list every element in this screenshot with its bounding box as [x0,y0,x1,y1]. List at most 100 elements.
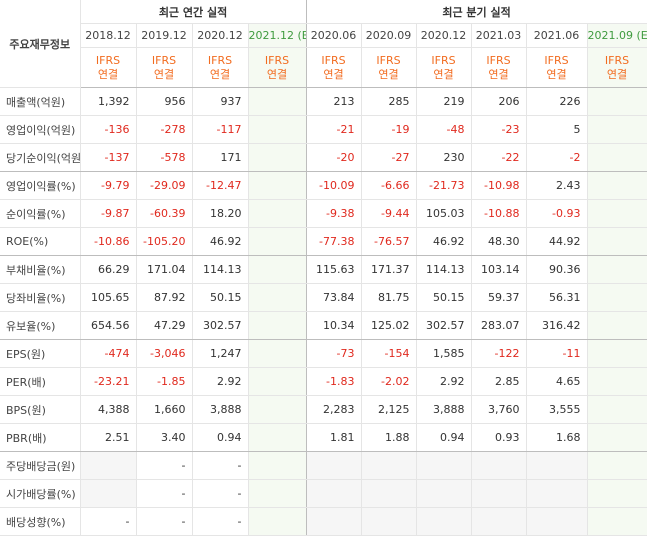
row-label: 영업이익률(%) [0,171,81,200]
value-cell: 114.13 [192,255,249,284]
basis-line: 연결 [323,67,344,81]
row-label: 유보율(%) [0,311,81,340]
value-cell: 285 [361,87,417,116]
empty-cell [471,451,527,480]
value-cell: 219 [416,87,472,116]
empty-cell [248,507,307,536]
empty-cell [80,479,137,508]
empty-cell [587,395,647,424]
row-label: 주당배당금(원) [0,451,81,480]
basis-line: IFRS [544,53,569,67]
data-row: BPS(원) 4,388 1,660 3,888 2,283 2,125 3,888 3,76… [0,395,647,424]
data-row: 부채비율(%) 66.29 171.04 114.13 115.63 171.37 114.… [0,255,647,284]
value-cell: - [136,451,193,480]
value-cell: -23 [471,115,527,144]
data-row: 영업이익률(%) -9.79 -29.09 -12.47 -10.09 -6.66 -21.… [0,171,647,200]
empty-cell [416,479,472,508]
basis-line: 연결 [209,67,231,81]
empty-cell [80,451,137,480]
value-cell: -105.20 [136,227,193,256]
value-cell: 1,247 [192,339,249,368]
value-cell: 3,888 [416,395,472,424]
row-label: 당기순이익(억원) [0,143,81,172]
value-cell: 302.57 [416,311,472,340]
value-cell: 2.51 [80,423,137,452]
value-cell: 125.02 [361,311,417,340]
basis-line: 연결 [433,67,454,81]
value-cell: 59.37 [471,283,527,312]
data-row: 영업이익(억원) -136 -278 -117 -21 -19 -48 -23 5 [0,115,647,144]
value-cell: 105.03 [416,199,472,228]
value-cell: -0.93 [526,199,588,228]
empty-cell [587,171,647,200]
basis-line: 연결 [546,67,567,81]
empty-cell [587,311,647,340]
value-cell: 5 [526,115,588,144]
empty-cell [587,451,647,480]
value-cell: 50.15 [192,283,249,312]
table-body: 매출액(억원) 1,392 956 937 213 285 219 206 226 영업이익(억원… [0,87,647,536]
empty-cell [248,115,307,144]
empty-cell [587,115,647,144]
value-cell: - [192,451,249,480]
value-cell: 48.30 [471,227,527,256]
basis: IFRS 연결 [192,47,249,88]
empty-cell [587,143,647,172]
value-cell: 1.81 [306,423,362,452]
value-cell: -21 [306,115,362,144]
row-label: 당좌비율(%) [0,283,81,312]
row-label: 부채비율(%) [0,255,81,284]
value-cell: -48 [416,115,472,144]
basis-line: IFRS [95,53,121,67]
value-cell: 2,283 [306,395,362,424]
value-cell: 81.75 [361,283,417,312]
value-cell: - [192,507,249,536]
value-cell: 87.92 [136,283,193,312]
header-row: IFRS 연결 IFRS 연결 IFRS 연결 IFRS 연결 IFRS 연결 IFRS 연결 IFRS… [0,47,647,88]
value-cell: 226 [526,87,588,116]
empty-cell [306,451,362,480]
value-cell: -578 [136,143,193,172]
row-label: 영업이익(억원) [0,115,81,144]
basis-line: 연결 [488,67,509,81]
value-cell: 4.65 [526,367,588,396]
empty-cell [248,283,307,312]
basis: IFRS 연결 [306,47,362,88]
empty-cell [248,367,307,396]
empty-cell [416,451,472,480]
empty-cell [587,283,647,312]
basis-line: 연결 [153,67,175,81]
basis-line: IFRS [376,53,401,67]
value-cell: -29.09 [136,171,193,200]
data-row: 순이익률(%) -9.87 -60.39 18.20 -9.38 -9.44 105.03-… [0,199,647,228]
value-cell: -76.57 [361,227,417,256]
value-cell: -154 [361,339,417,368]
value-cell: 115.63 [306,255,362,284]
empty-cell [248,87,307,116]
value-cell: - [136,507,193,536]
value-cell: 937 [192,87,249,116]
data-row: 시가배당률(%) - - [0,479,647,508]
empty-cell [361,479,417,508]
row-label: PBR(배) [0,423,81,452]
data-row: 매출액(억원) 1,392 956 937 213 285 219 206 226 [0,87,647,116]
value-cell: 1,392 [80,87,137,116]
value-cell: -10.86 [80,227,137,256]
empty-cell [248,451,307,480]
value-cell: 230 [416,143,472,172]
data-row: 주당배당금(원) - - [0,451,647,480]
basis-line: IFRS [207,53,233,67]
data-row: 유보율(%) 654.56 47.29 302.57 10.34 125.02 302.57… [0,311,647,340]
period: 2020.06 [306,23,362,48]
value-cell: -474 [80,339,137,368]
value-cell: 2,125 [361,395,417,424]
value-cell: -22 [471,143,527,172]
empty-cell [306,507,362,536]
value-cell: 283.07 [471,311,527,340]
empty-cell [587,423,647,452]
value-cell: -23.21 [80,367,137,396]
value-cell: -9.79 [80,171,137,200]
basis-line: IFRS [321,53,346,67]
value-cell: 956 [136,87,193,116]
